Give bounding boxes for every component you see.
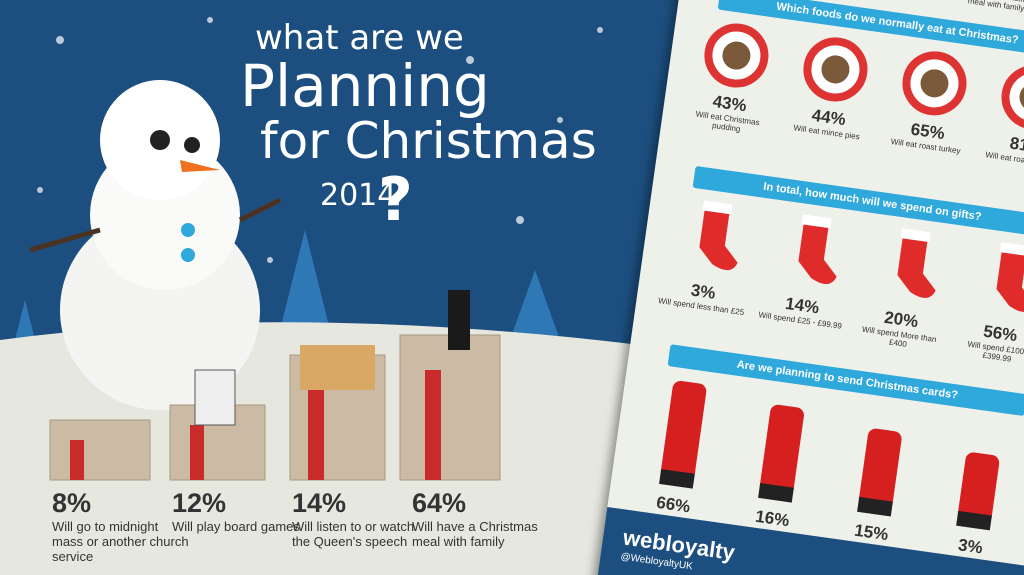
stat-value: 64% (412, 488, 467, 518)
icon (996, 242, 1024, 312)
icon (897, 228, 936, 298)
icon (902, 51, 967, 116)
icon (659, 380, 707, 489)
icon (857, 428, 902, 517)
icon (956, 452, 1000, 531)
stat: 12% Will play board games (172, 488, 312, 534)
stat-label: Will have a Christmas meal with family (412, 519, 538, 549)
stat-value: 8% (52, 488, 92, 518)
icon (803, 37, 868, 102)
title-line: ? (378, 165, 413, 235)
icon (1001, 65, 1024, 130)
icon (699, 200, 738, 271)
stat: 64% Will have a Christmas meal with famil… (412, 488, 552, 549)
icon (704, 23, 769, 88)
stat-value: 14% (292, 488, 347, 518)
stat-label: Will go to midnight mass or another chur… (52, 519, 189, 564)
stat-label: Will play board games (172, 519, 300, 534)
stat: 14% Will listen to or watch the Queen's s… (292, 488, 432, 549)
title-line: Planning (240, 52, 490, 120)
title-line: what are we (255, 18, 464, 58)
stat-value: 12% (172, 488, 227, 518)
fragment: Will have a Christmas meal with family (958, 0, 1024, 14)
title-line: 2014 (320, 178, 397, 213)
item: 81%Will eat roast potatoes (979, 130, 1024, 171)
icon (798, 214, 837, 285)
item: 20% Will spend More than £400 (853, 304, 947, 354)
icon (758, 404, 804, 503)
scene (0, 17, 680, 575)
stat: 8% Will go to midnight mass or another ch… (52, 488, 192, 564)
item: 43% Will eat Christmas pudding (681, 88, 775, 138)
side-panel: or watch the Queen's speech Will have a … (593, 0, 1024, 575)
stat-label: Will listen to or watch the Queen's spee… (292, 519, 415, 549)
title-line: for Christmas (260, 112, 597, 170)
snowman (29, 80, 282, 410)
item: 56% Will spend £100 - £399.99 (952, 318, 1024, 368)
